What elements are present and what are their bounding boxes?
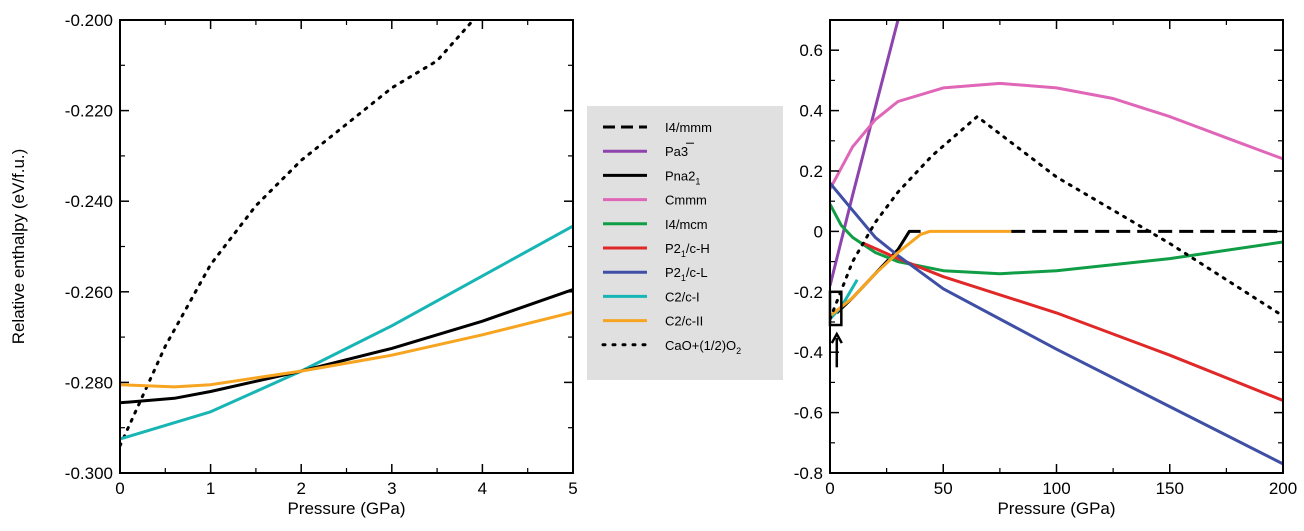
right-y-tick-label: -0.8 — [794, 464, 823, 483]
right-series-c2-c-ii — [830, 229, 1012, 318]
right-series-group — [830, 20, 1283, 466]
right-arrow-head — [830, 331, 843, 344]
legend-label: CaO+(1/2)O2 — [665, 338, 741, 356]
left-series-cao-1-2-o2 — [120, 20, 475, 448]
legend-entry-cmmm: Cmmm — [603, 193, 707, 208]
legend-label: I4/mmm — [665, 120, 712, 135]
legend-entry-pa3: Pa3 — [603, 142, 694, 159]
right-x-tick-label: 0 — [825, 479, 834, 498]
left-x-tick-label: 1 — [206, 479, 215, 498]
right-x-tick-label: 50 — [934, 479, 953, 498]
legend-label: Pa3 — [665, 144, 688, 159]
left-series-group — [120, 20, 573, 448]
left-series-c2-c-ii — [120, 310, 573, 389]
left-y-tick-label: -0.220 — [65, 102, 113, 121]
legend-entry-p21-c-l: P21/c-L — [603, 265, 708, 283]
left-y-tick-label: -0.300 — [65, 464, 113, 483]
right-x-tick-label: 200 — [1269, 479, 1297, 498]
left-x-axis-label: Pressure (GPa) — [287, 499, 405, 518]
right-y-tick-label: 0.2 — [799, 162, 823, 181]
legend-label: C2/c-II — [665, 314, 703, 329]
legend-label: P21/c-H — [665, 241, 710, 259]
left-y-tick-label: -0.260 — [65, 283, 113, 302]
right-y-tick-label: 0 — [814, 222, 823, 241]
legend-label: Pna21 — [665, 168, 700, 186]
right-series-cmmm — [830, 81, 1283, 190]
legend-entry-cao-1-2-o2: CaO+(1/2)O2 — [601, 338, 741, 356]
legend-label: Cmmm — [665, 193, 707, 208]
left-x-tick-label: 0 — [115, 479, 124, 498]
left-y-tick-label: -0.200 — [65, 11, 113, 30]
right-x-tick-label: 150 — [1156, 479, 1184, 498]
legend-entry-c2-c-i: C2/c-I — [603, 289, 700, 304]
left-y-tick-label: -0.240 — [65, 192, 113, 211]
left-panel: 0 1 2 3 4 5 -0.300 -0.280 -0.260 -0.240 -0.220 -0.2… — [9, 11, 578, 518]
right-series-pa3 — [830, 20, 900, 287]
left-x-tick-label: 2 — [296, 479, 305, 498]
right-x-axis-label: Pressure (GPa) — [997, 499, 1115, 518]
right-y-tick-label: -0.2 — [794, 283, 823, 302]
left-y-axis-label: Relative enthalpy (eV/f.u.) — [9, 149, 28, 345]
legend-entry-c2-c-ii: C2/c-II — [603, 314, 703, 329]
right-series-p21-c-l — [830, 182, 1283, 466]
left-x-tick-label: 5 — [568, 479, 577, 498]
legend-label: P21/c-L — [665, 265, 708, 283]
right-y-tick-label: 0.6 — [799, 41, 823, 60]
legend-entry-i4-mmm: I4/mmm — [603, 120, 712, 135]
right-y-tick-label: -0.4 — [794, 343, 823, 362]
right-y-tick-label: -0.6 — [794, 404, 823, 423]
left-x-tick-label: 4 — [478, 479, 487, 498]
right-series-cao-1-2-o2 — [830, 115, 1283, 321]
legend: I4/mmm Pa3 Pna21 Cmmm I4/mcm P21/c-H P21/c-L C2… — [587, 106, 783, 380]
left-y-tick-label: -0.280 — [65, 373, 113, 392]
right-y-tick-label: 0.4 — [799, 102, 823, 121]
legend-entry-p21-c-h: P21/c-H — [603, 241, 710, 259]
left-x-tick-label: 3 — [387, 479, 396, 498]
left-series-c2-c-i — [120, 224, 573, 441]
legend-label: C2/c-I — [665, 289, 700, 304]
legend-entry-pna21: Pna21 — [603, 168, 700, 186]
legend-label: I4/mcm — [665, 217, 708, 232]
right-panel: 0 50 100 150 200 -0.8 -0.6 -0.4 -0.2 0 0.2 0.4 0.6 Pr… — [794, 19, 1297, 518]
legend-entry-i4-mcm: I4/mcm — [603, 217, 708, 232]
right-x-tick-label: 100 — [1042, 479, 1070, 498]
